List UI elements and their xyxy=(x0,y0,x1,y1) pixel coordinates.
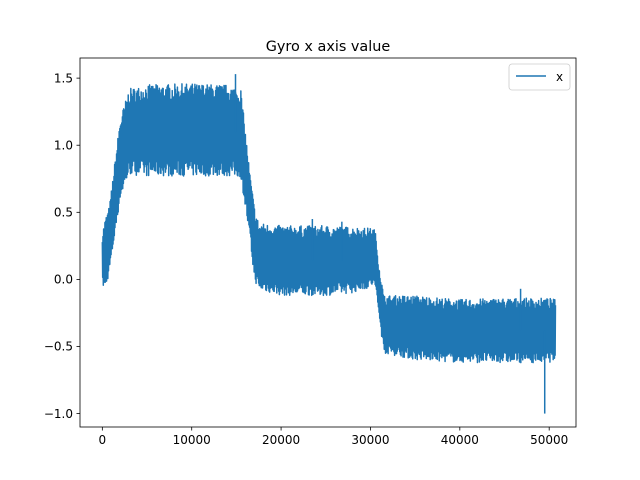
x-tick-label-5: 50000 xyxy=(530,433,568,447)
y-tick-label-5: 1.5 xyxy=(54,71,73,85)
x-tick-label-0: 0 xyxy=(99,433,107,447)
y-tick-label-4: 1.0 xyxy=(54,138,73,152)
plot-area: 0 10000 20000 30000 40000 50000 −1.0 −0.5 0.0 0.5… xyxy=(44,57,577,447)
chart-title: Gyro x axis value xyxy=(266,39,391,55)
legend: x xyxy=(508,63,571,91)
x-tick-label-3: 30000 xyxy=(351,433,389,447)
legend-label-x: x xyxy=(556,70,563,84)
x-tick-label-2: 20000 xyxy=(262,433,300,447)
x-tick-label-1: 10000 xyxy=(173,433,211,447)
plot-frame xyxy=(79,57,577,428)
x-tick-label-4: 40000 xyxy=(441,433,479,447)
series-line-x xyxy=(101,83,557,364)
y-tick-label-2: 0.0 xyxy=(54,273,73,287)
legend-box xyxy=(508,63,571,91)
y-tick-label-1: −0.5 xyxy=(44,340,73,354)
y-tick-label-0: −1.0 xyxy=(44,407,73,421)
y-tick-label-3: 0.5 xyxy=(54,206,73,220)
axes-layer: 0 10000 20000 30000 40000 50000 −1.0 −0.5 0.0 0.5… xyxy=(44,71,568,447)
series-layer xyxy=(101,74,557,414)
